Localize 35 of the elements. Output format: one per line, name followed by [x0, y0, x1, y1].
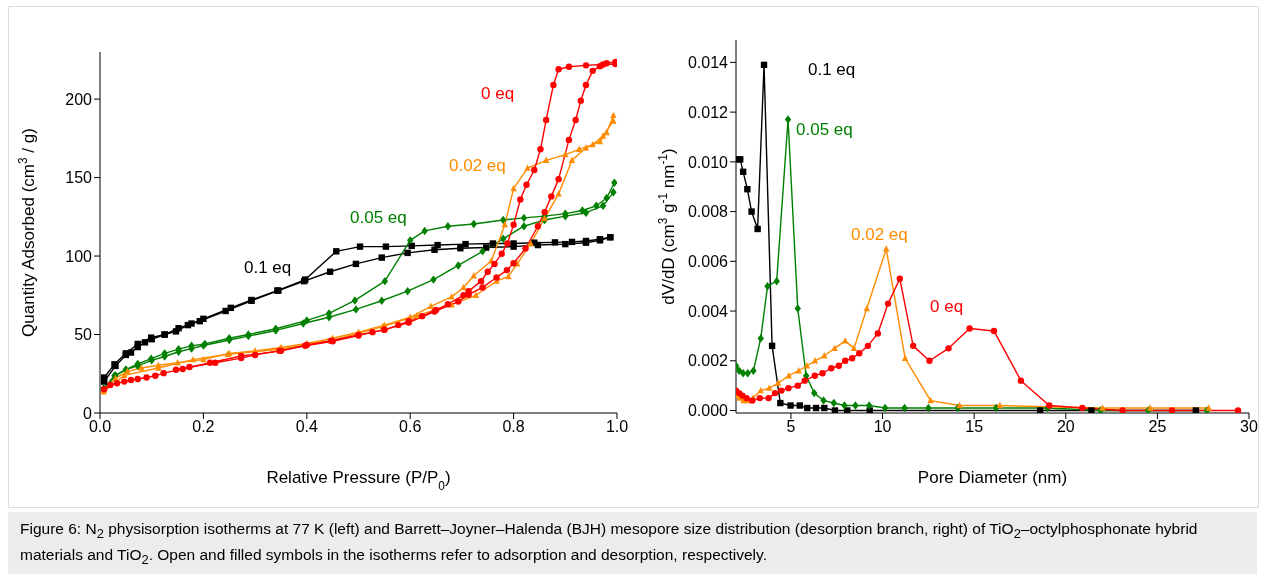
- x-tick-label: 15: [965, 418, 984, 436]
- y-tick-label: 0.004: [687, 302, 729, 320]
- y-tick-label: 50: [74, 326, 93, 344]
- y-tick-label: 0.008: [687, 203, 729, 221]
- x-axis-title: Relative Pressure (P/P$_{0}$): [266, 468, 451, 493]
- series-label: 0 eq: [481, 84, 515, 104]
- x-tick-label: 0.0: [88, 418, 112, 436]
- series-label: 0.05 eq: [350, 208, 407, 228]
- series-label: 0.05 eq: [796, 120, 853, 140]
- x-axis-title: Pore Diameter (nm): [917, 468, 1068, 487]
- y-tick-label: 0.006: [687, 252, 729, 270]
- series-label: 0 eq: [930, 297, 964, 317]
- y-tick-label: 150: [65, 169, 93, 187]
- text: Figure 6: N$_{2}$ physisorption isotherms at 77 K (left) and Barrett–Joyner–Halenda (BJH) mesopore size distribution (desorption branch, right) of TiO$_{2}$–octylphosphonate hybrid materials and TiO$_{2}$. Open and filled symbols in the isotherms refer to adsorption and desorption, respectively.: [20, 520, 1198, 568]
- series-label: 0.02 eq: [851, 225, 908, 245]
- y-tick-label: 200: [65, 90, 93, 108]
- series-label: 0.02 eq: [449, 156, 506, 176]
- x-tick-label: 10: [873, 418, 892, 436]
- x-tick-label: 25: [1148, 418, 1167, 436]
- x-tick-label: 5: [786, 418, 796, 436]
- text: 0.1 eq: [808, 60, 856, 80]
- x-tick-label: 0.2: [192, 418, 215, 436]
- x-tick-label: 20: [1056, 418, 1075, 436]
- y-tick-label: 0.014: [687, 54, 729, 72]
- y-tick-label: 0.012: [687, 103, 729, 121]
- y-tick-label: 0.000: [687, 402, 729, 420]
- series-label: 0.1 eq: [244, 258, 292, 278]
- y-tick-label: 0.002: [687, 352, 729, 370]
- x-tick-label: 0.6: [399, 418, 422, 436]
- x-tick-label: 30: [1240, 418, 1258, 436]
- x-tick-label: 0.8: [502, 418, 525, 436]
- y-tick-label: 0.010: [687, 153, 729, 171]
- y-tick-label: 100: [65, 247, 93, 265]
- x-tick-label: 0.4: [295, 418, 319, 436]
- x-tick-label: 1.0: [605, 418, 629, 436]
